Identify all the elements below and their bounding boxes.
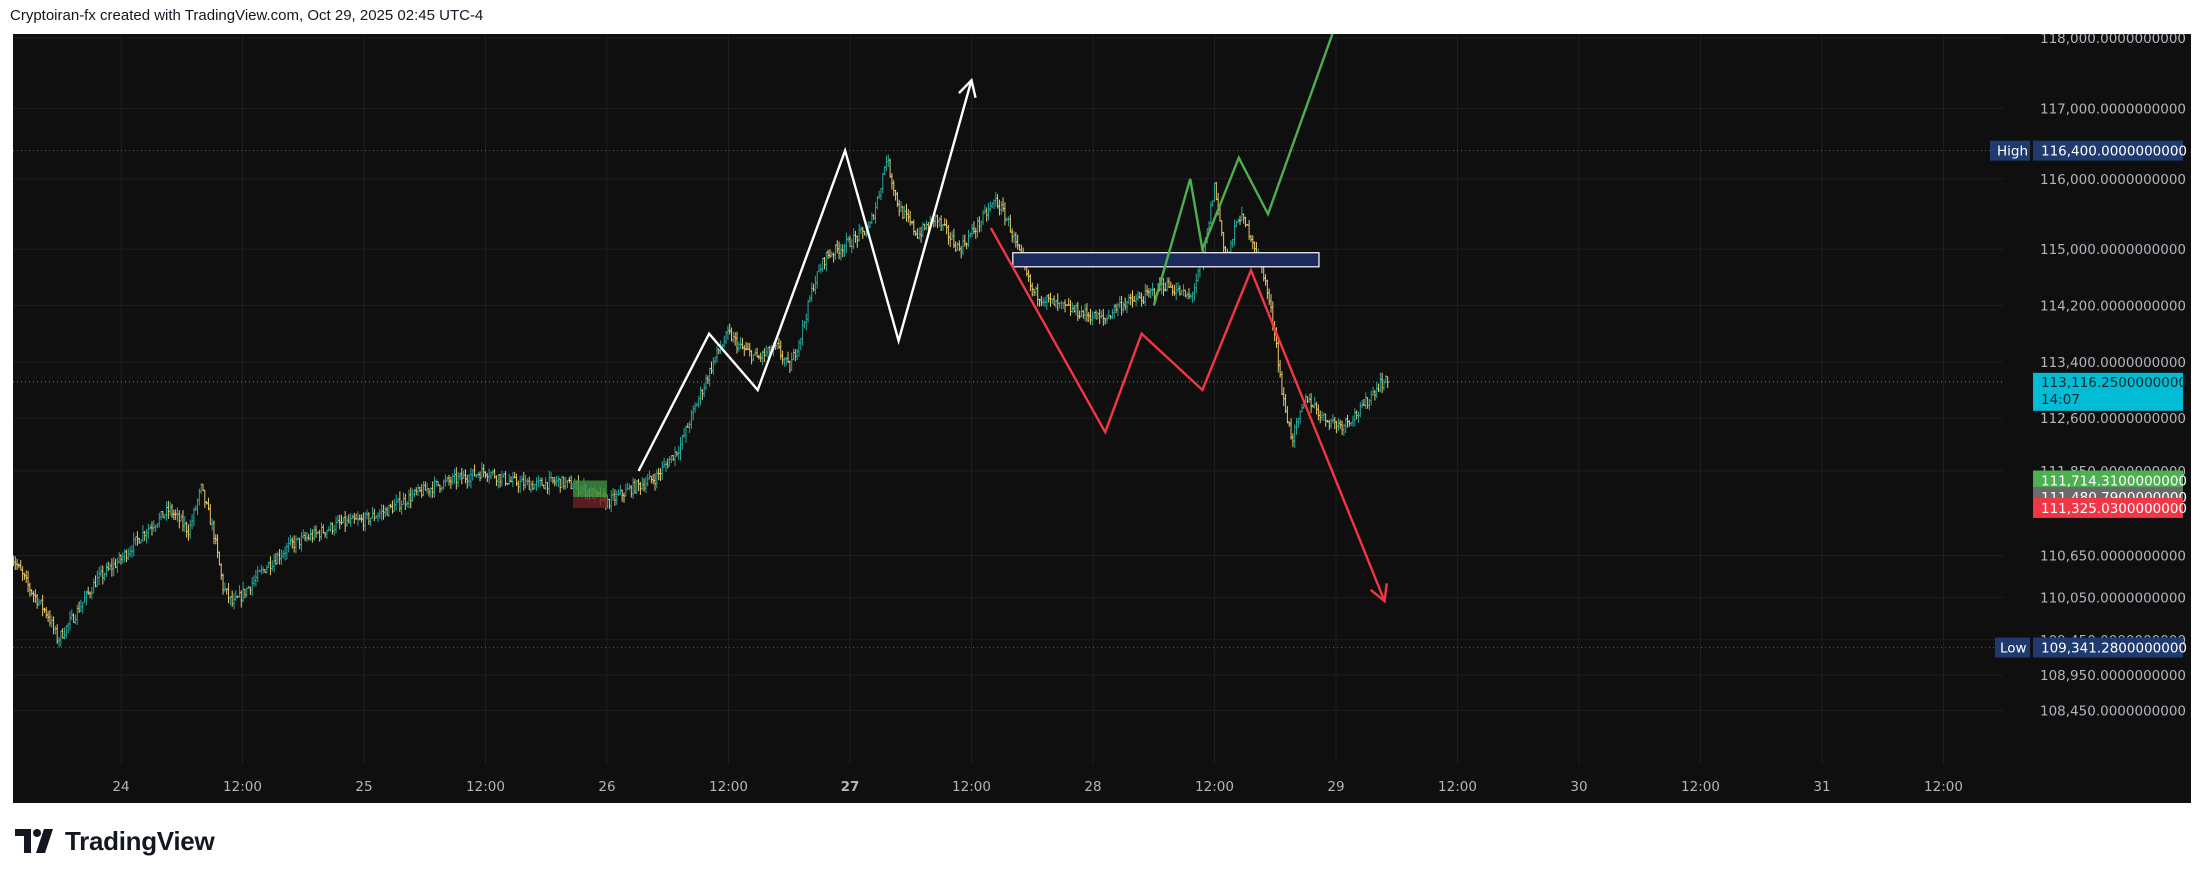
tradingview-logo-icon bbox=[15, 829, 53, 853]
tradingview-brand: TradingView bbox=[65, 825, 215, 856]
price-axis-label: 108,450.0000000000 bbox=[2040, 703, 2186, 719]
last-price-bg bbox=[2033, 372, 2183, 411]
position-profit-box bbox=[572, 480, 607, 498]
time-axis: 24 12:00 25 12:00 26 12:00 27 12:00 28 12:00 29 12:… bbox=[112, 779, 1963, 795]
position-loss-box bbox=[572, 497, 607, 508]
price-axis-label: 110,050.0000000000 bbox=[2040, 591, 2186, 607]
order-marker-2-bg bbox=[2033, 497, 2183, 518]
bullish-arrow-icon bbox=[958, 77, 977, 99]
time-axis-label: 12:00 bbox=[223, 779, 262, 795]
time-axis-label: 29 bbox=[1327, 779, 1344, 795]
time-axis-label: 12:00 bbox=[1195, 779, 1234, 795]
candles-group bbox=[13, 154, 1389, 648]
high-value: 116,400.0000000000 bbox=[2041, 144, 2187, 160]
time-axis-label: 12:00 bbox=[1438, 779, 1477, 795]
time-axis-label: 24 bbox=[112, 779, 129, 795]
time-axis-label: 25 bbox=[355, 779, 372, 795]
time-axis-label: 26 bbox=[598, 779, 615, 795]
time-axis-label: 30 bbox=[1570, 779, 1587, 795]
green-projection-path bbox=[1152, 34, 1334, 306]
price-axis-label: 117,000.0000000000 bbox=[2040, 101, 2186, 117]
high-label-bg bbox=[1990, 140, 2030, 161]
last-price-countdown: 14:07 bbox=[2041, 392, 2080, 408]
time-axis-label: 12:00 bbox=[709, 779, 748, 795]
price-axis-label: 110,650.0000000000 bbox=[2040, 548, 2186, 564]
price-axis-label: 113,400.0000000000 bbox=[2040, 355, 2186, 371]
time-axis-label: 12:00 bbox=[1681, 779, 1720, 795]
last-price-value: 113,116.2500000000 bbox=[2041, 375, 2187, 391]
time-axis-label: 28 bbox=[1084, 779, 1101, 795]
tradingview-footer[interactable]: TradingView bbox=[15, 825, 215, 856]
time-axis-label: 12:00 bbox=[952, 779, 991, 795]
order-marker-0: 111,714.3100000000 bbox=[2041, 474, 2187, 490]
high-value-bg bbox=[2033, 140, 2183, 161]
order-marker-2: 111,325.0300000000 bbox=[2041, 501, 2187, 517]
price-axis-label: 108,950.0000000000 bbox=[2040, 668, 2186, 684]
order-marker-0-bg bbox=[2033, 470, 2183, 491]
price-chart[interactable]: 118,000.0000000000 117,000.0000000000 116,… bbox=[13, 34, 2191, 803]
time-axis-label: 12:00 bbox=[1924, 779, 1963, 795]
time-axis-label: 31 bbox=[1813, 779, 1830, 795]
price-axis-label: 118,000.0000000000 bbox=[2040, 34, 2186, 47]
low-label: Low bbox=[2000, 641, 2027, 657]
price-axis-label: 114,200.0000000000 bbox=[2040, 299, 2186, 315]
chart-attribution: Cryptoiran-fx created with TradingView.c… bbox=[10, 7, 484, 24]
bullish-projection-path bbox=[637, 79, 973, 472]
bearish-projection-path bbox=[989, 227, 1386, 602]
chart-area[interactable]: 118,000.0000000000 117,000.0000000000 116,… bbox=[13, 34, 2191, 803]
price-axis-label: 116,000.0000000000 bbox=[2040, 172, 2186, 188]
price-axis-label: 115,000.0000000000 bbox=[2040, 242, 2186, 258]
low-value-bg bbox=[2033, 637, 2183, 658]
price-axis-label: 112,600.0000000000 bbox=[2040, 411, 2186, 427]
low-label-bg bbox=[1995, 637, 2030, 658]
low-value: 109,341.2800000000 bbox=[2041, 641, 2187, 657]
high-label: High bbox=[1997, 144, 2028, 160]
time-axis-label: 12:00 bbox=[466, 779, 505, 795]
time-axis-label: 27 bbox=[841, 779, 860, 795]
bearish-arrow-icon bbox=[1369, 583, 1388, 604]
